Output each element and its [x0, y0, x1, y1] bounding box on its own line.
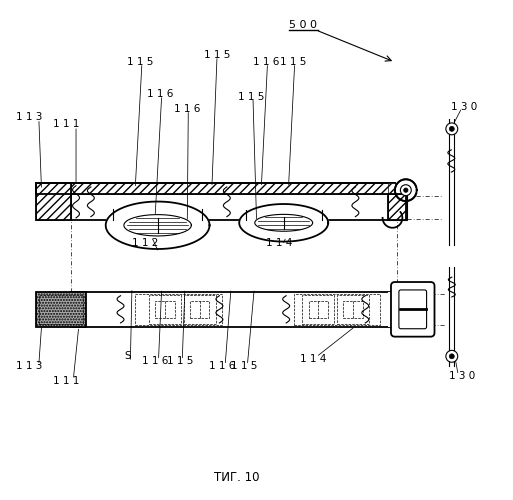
Polygon shape — [255, 214, 312, 232]
Polygon shape — [239, 204, 328, 242]
Bar — [71, 183, 395, 220]
Text: 1 3 0: 1 3 0 — [448, 371, 475, 381]
Bar — [337, 295, 369, 324]
Bar — [36, 183, 395, 194]
Bar — [36, 292, 86, 326]
Text: 1 1 5: 1 1 5 — [204, 50, 230, 59]
Bar — [184, 295, 215, 324]
FancyBboxPatch shape — [399, 290, 427, 329]
Text: 5 0 0: 5 0 0 — [289, 20, 318, 30]
Text: 1 1 6: 1 1 6 — [174, 104, 201, 114]
Bar — [387, 183, 395, 194]
Bar — [155, 301, 174, 318]
FancyBboxPatch shape — [391, 282, 435, 337]
Text: 1 1 5: 1 1 5 — [127, 57, 153, 67]
Text: 1 1 5: 1 1 5 — [281, 57, 307, 67]
Text: 1 1 3: 1 1 3 — [16, 361, 42, 371]
Text: 1 1 6: 1 1 6 — [142, 356, 168, 366]
Bar — [293, 294, 380, 325]
Bar — [387, 194, 407, 220]
Text: 1 1 4: 1 1 4 — [300, 354, 327, 364]
Bar — [36, 183, 395, 194]
Bar — [387, 292, 406, 326]
Text: 1 1 1: 1 1 1 — [53, 376, 80, 386]
Bar — [387, 194, 406, 220]
Text: 1 1 3: 1 1 3 — [16, 112, 42, 122]
Bar — [71, 292, 395, 326]
Bar — [387, 194, 406, 220]
Bar — [36, 183, 71, 220]
Circle shape — [400, 184, 411, 196]
Bar — [36, 183, 71, 220]
Bar — [302, 295, 334, 324]
Polygon shape — [395, 180, 416, 201]
Text: ΤИГ. 10: ΤИГ. 10 — [214, 471, 260, 484]
Polygon shape — [124, 214, 191, 236]
Circle shape — [404, 188, 408, 192]
Polygon shape — [395, 180, 417, 201]
Text: S: S — [125, 352, 131, 362]
Text: 1 3 0: 1 3 0 — [451, 102, 477, 112]
Text: 1 1 1: 1 1 1 — [53, 119, 80, 129]
Bar — [309, 301, 328, 318]
Bar — [39, 294, 84, 324]
Circle shape — [446, 123, 458, 135]
Text: 1 1 6: 1 1 6 — [253, 57, 280, 67]
Circle shape — [449, 354, 455, 359]
Text: 1 1 2: 1 1 2 — [132, 238, 159, 248]
Text: 1 1 5: 1 1 5 — [231, 361, 258, 371]
Polygon shape — [106, 202, 209, 249]
Circle shape — [449, 126, 455, 132]
Bar — [135, 294, 222, 325]
Circle shape — [446, 350, 458, 362]
Bar — [190, 301, 209, 318]
Text: 1 1 4: 1 1 4 — [266, 238, 292, 248]
Text: 1 1 5: 1 1 5 — [239, 92, 265, 102]
Text: 1 1 5: 1 1 5 — [167, 356, 193, 366]
Bar — [343, 301, 363, 318]
Text: 1 1 6: 1 1 6 — [147, 89, 173, 99]
Text: 1 1 6: 1 1 6 — [209, 361, 235, 371]
Bar — [149, 295, 181, 324]
